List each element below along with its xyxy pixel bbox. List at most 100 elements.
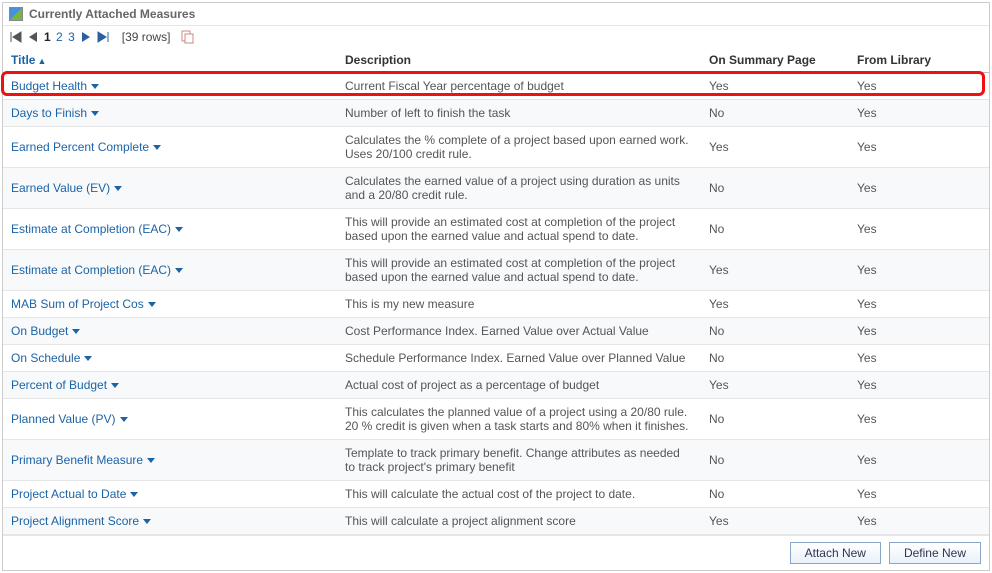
- dropdown-caret-icon[interactable]: [148, 302, 156, 307]
- row-title-link[interactable]: Primary Benefit Measure: [11, 453, 155, 467]
- dropdown-caret-icon[interactable]: [91, 84, 99, 89]
- row-description: Template to track primary benefit. Chang…: [337, 440, 701, 481]
- dropdown-caret-icon[interactable]: [153, 145, 161, 150]
- table-row: Estimate at Completion (EAC) This will pr…: [3, 250, 989, 291]
- panel-title-bar: Currently Attached Measures: [3, 3, 989, 26]
- header-row: Title▲ Description On Summary Page From …: [3, 48, 989, 73]
- row-summary: Yes: [701, 127, 849, 168]
- measures-table: Title▲ Description On Summary Page From …: [3, 48, 989, 535]
- footer-bar: Attach New Define New: [3, 535, 989, 570]
- panel-title: Currently Attached Measures: [29, 7, 195, 21]
- row-summary: Yes: [701, 73, 849, 100]
- row-description: Calculates the % complete of a project b…: [337, 127, 701, 168]
- col-header-library[interactable]: From Library: [849, 48, 989, 73]
- row-library: Yes: [849, 73, 989, 100]
- table-row: On Budget Cost Performance Index. Earned …: [3, 318, 989, 345]
- define-new-button[interactable]: Define New: [889, 542, 981, 564]
- row-library: Yes: [849, 168, 989, 209]
- row-library: Yes: [849, 291, 989, 318]
- row-description: This will provide an estimated cost at c…: [337, 250, 701, 291]
- pager-bar: 1 2 3 [39 rows]: [3, 26, 989, 48]
- row-title-link[interactable]: Estimate at Completion (EAC): [11, 222, 183, 236]
- dropdown-caret-icon[interactable]: [111, 383, 119, 388]
- table-row: Budget HealthCurrent Fiscal Year percent…: [3, 73, 989, 100]
- dropdown-caret-icon[interactable]: [175, 227, 183, 232]
- table-row: Percent of Budget Actual cost of project …: [3, 372, 989, 399]
- row-description: Schedule Performance Index. Earned Value…: [337, 345, 701, 372]
- dropdown-caret-icon[interactable]: [130, 492, 138, 497]
- row-count: [39 rows]: [122, 30, 171, 44]
- attach-new-button[interactable]: Attach New: [790, 542, 881, 564]
- last-page-icon[interactable]: [96, 31, 110, 43]
- row-summary: No: [701, 345, 849, 372]
- row-description: Actual cost of project as a percentage o…: [337, 372, 701, 399]
- dropdown-caret-icon[interactable]: [120, 417, 128, 422]
- dropdown-caret-icon[interactable]: [84, 356, 92, 361]
- dropdown-caret-icon[interactable]: [175, 268, 183, 273]
- row-summary: No: [701, 399, 849, 440]
- row-summary: Yes: [701, 291, 849, 318]
- page-3[interactable]: 3: [67, 30, 76, 44]
- row-description: Cost Performance Index. Earned Value ove…: [337, 318, 701, 345]
- row-title-link[interactable]: Project Actual to Date: [11, 487, 138, 501]
- copy-icon[interactable]: [180, 30, 194, 44]
- row-summary: Yes: [701, 372, 849, 399]
- row-title-link[interactable]: Project Alignment Score: [11, 514, 151, 528]
- row-description: This calculates the planned value of a p…: [337, 399, 701, 440]
- row-title-link[interactable]: Budget Health: [11, 79, 99, 93]
- sort-asc-icon: ▲: [37, 56, 46, 66]
- dropdown-caret-icon[interactable]: [91, 111, 99, 116]
- col-header-summary[interactable]: On Summary Page: [701, 48, 849, 73]
- pager-pages: 1 2 3: [43, 30, 76, 44]
- row-title-link[interactable]: Earned Percent Complete: [11, 140, 161, 154]
- measures-panel: Currently Attached Measures 1 2 3 [39 ro…: [2, 2, 990, 571]
- row-title-link[interactable]: Estimate at Completion (EAC): [11, 263, 183, 277]
- row-title-link[interactable]: On Budget: [11, 324, 80, 338]
- row-title-link[interactable]: Percent of Budget: [11, 378, 119, 392]
- table-wrap: Title▲ Description On Summary Page From …: [3, 48, 989, 535]
- row-library: Yes: [849, 100, 989, 127]
- row-library: Yes: [849, 345, 989, 372]
- row-title-link[interactable]: Planned Value (PV): [11, 412, 128, 426]
- dropdown-caret-icon[interactable]: [114, 186, 122, 191]
- table-row: Estimate at Completion (EAC)This will pr…: [3, 209, 989, 250]
- row-description: Number of left to finish the task: [337, 100, 701, 127]
- row-summary: Yes: [701, 250, 849, 291]
- row-summary: No: [701, 209, 849, 250]
- row-description: This will calculate a project alignment …: [337, 508, 701, 535]
- dropdown-caret-icon[interactable]: [72, 329, 80, 334]
- measures-icon: [9, 7, 23, 21]
- row-description: This is my new measure: [337, 291, 701, 318]
- row-library: Yes: [849, 127, 989, 168]
- table-row: On Schedule Schedule Performance Index. E…: [3, 345, 989, 372]
- table-row: Planned Value (PV) This calculates the pl…: [3, 399, 989, 440]
- row-summary: No: [701, 440, 849, 481]
- row-library: Yes: [849, 508, 989, 535]
- col-header-description[interactable]: Description: [337, 48, 701, 73]
- col-header-title[interactable]: Title▲: [3, 48, 337, 73]
- row-title-link[interactable]: Days to Finish: [11, 106, 99, 120]
- table-row: Project Actual to Date This will calculat…: [3, 481, 989, 508]
- row-library: Yes: [849, 318, 989, 345]
- row-summary: No: [701, 100, 849, 127]
- row-library: Yes: [849, 250, 989, 291]
- page-2[interactable]: 2: [55, 30, 64, 44]
- table-row: Days to Finish Number of left to finish t…: [3, 100, 989, 127]
- row-library: Yes: [849, 440, 989, 481]
- dropdown-caret-icon[interactable]: [143, 519, 151, 524]
- row-summary: No: [701, 168, 849, 209]
- table-row: Earned Value (EV)Calculates the earned v…: [3, 168, 989, 209]
- page-1: 1: [43, 30, 52, 44]
- row-library: Yes: [849, 372, 989, 399]
- prev-page-icon[interactable]: [27, 31, 39, 43]
- row-title-link[interactable]: MAB Sum of Project Cos: [11, 297, 156, 311]
- row-library: Yes: [849, 481, 989, 508]
- first-page-icon[interactable]: [9, 31, 23, 43]
- row-title-link[interactable]: On Schedule: [11, 351, 92, 365]
- next-page-icon[interactable]: [80, 31, 92, 43]
- dropdown-caret-icon[interactable]: [147, 458, 155, 463]
- row-title-link[interactable]: Earned Value (EV): [11, 181, 122, 195]
- table-row: Project Alignment Score This will calcula…: [3, 508, 989, 535]
- row-description: This will calculate the actual cost of t…: [337, 481, 701, 508]
- row-summary: No: [701, 318, 849, 345]
